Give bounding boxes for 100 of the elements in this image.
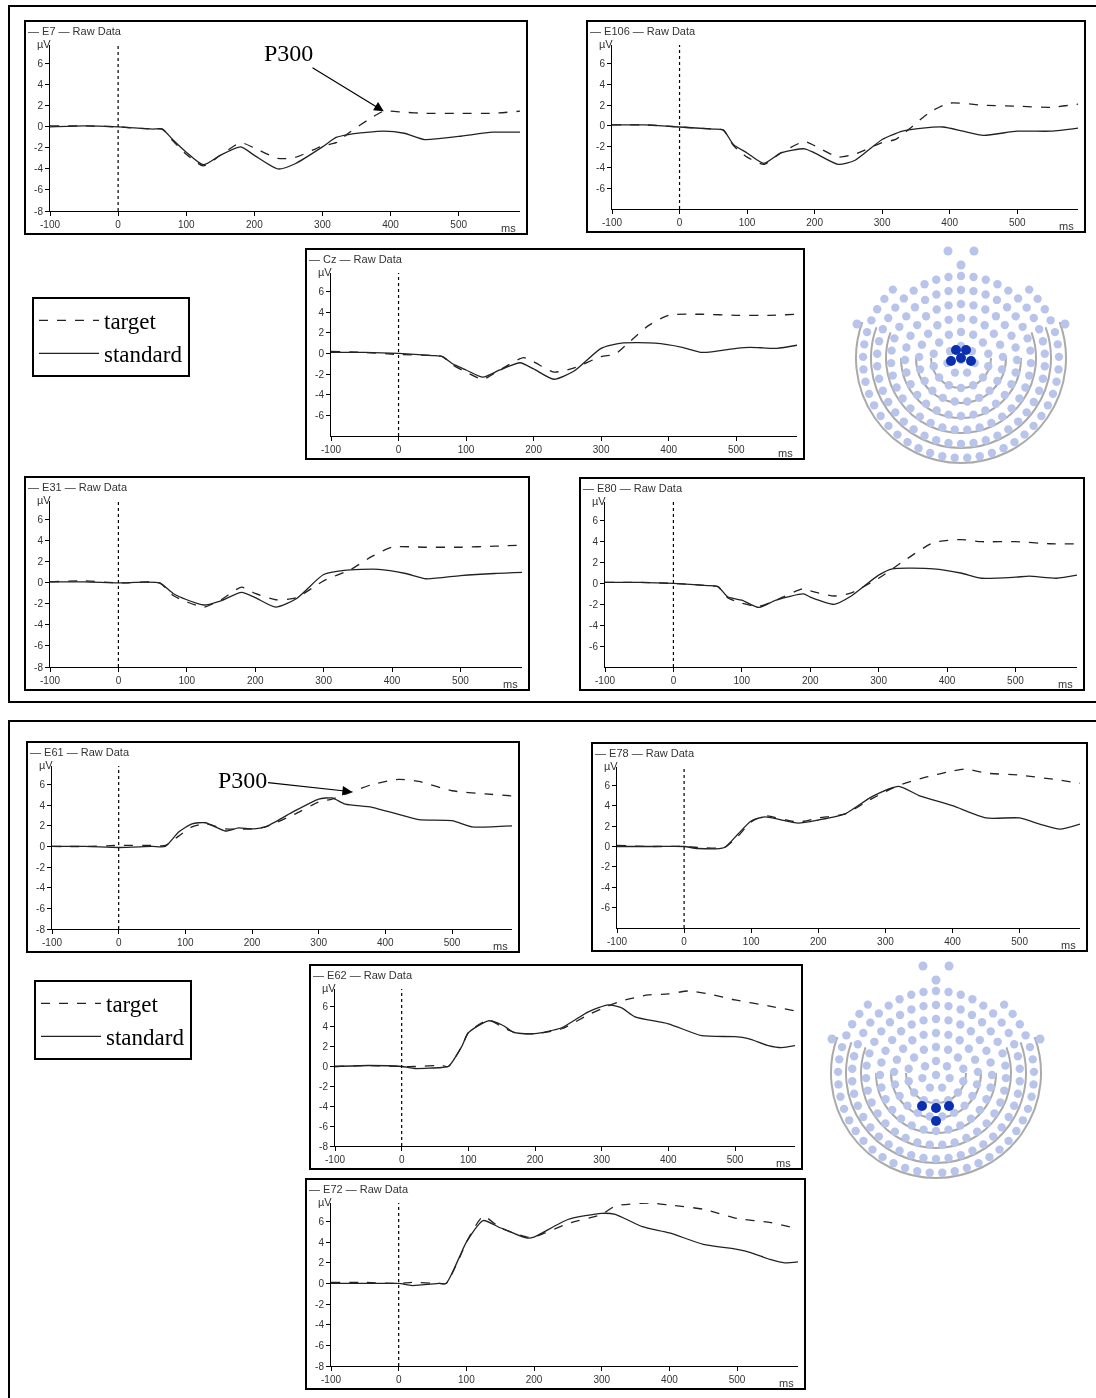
- y-tick-label: 0: [604, 840, 611, 852]
- y-tick-label: 6: [318, 286, 325, 298]
- y-tick-label: 0: [37, 121, 44, 133]
- y-tick-label: -4: [601, 881, 611, 893]
- y-tick-label: 0: [37, 577, 44, 589]
- x-tick-label: 300: [314, 219, 332, 230]
- chart-title: — E78 — Raw Data: [595, 746, 695, 759]
- y-tick-label: 4: [37, 79, 44, 91]
- x-tick-label: 500: [726, 1154, 744, 1165]
- y-tick-label: 2: [39, 820, 46, 832]
- x-axis-title: ms: [1058, 678, 1074, 690]
- x-tick-label: 0: [115, 219, 122, 230]
- x-tick-label: 200: [246, 219, 264, 230]
- x-tick-label: 500: [443, 937, 461, 948]
- y-tick-label: -6: [34, 640, 44, 652]
- x-tick-label: 300: [592, 444, 610, 455]
- x-tick-label: 300: [315, 675, 333, 686]
- y-tick-label: 0: [592, 577, 599, 589]
- y-tick-label: -6: [315, 1339, 325, 1351]
- y-tick-label: 4: [599, 78, 606, 90]
- y-tick-label: 6: [604, 779, 611, 791]
- x-tick-label: 100: [459, 1154, 478, 1165]
- x-tick-label: -100: [41, 937, 63, 948]
- y-tick-label: 2: [592, 557, 599, 569]
- x-tick-label: 500: [728, 1374, 746, 1385]
- y-tick-label: -2: [315, 1298, 325, 1310]
- x-tick-label: 400: [941, 217, 959, 228]
- chart-title: — E106 — Raw Data: [590, 24, 697, 37]
- y-axis-title: µV: [318, 266, 333, 278]
- y-tick-label: -2: [319, 1080, 329, 1092]
- y-tick-label: 4: [318, 306, 325, 318]
- y-tick-label: -4: [315, 1319, 325, 1331]
- y-tick-label: -8: [315, 1360, 325, 1372]
- y-tick-label: 6: [37, 514, 44, 526]
- x-tick-label: 300: [593, 1154, 611, 1165]
- y-tick-label: 6: [318, 1216, 325, 1228]
- y-tick-label: -2: [596, 141, 606, 153]
- chart-title: — E7 — Raw Data: [28, 24, 122, 37]
- x-tick-label: 300: [877, 936, 895, 947]
- y-tick-label: 4: [592, 536, 599, 548]
- annotation: P300: [218, 767, 268, 793]
- y-tick-label: -4: [36, 882, 46, 894]
- y-axis-title: µV: [318, 1196, 333, 1208]
- x-axis-title: ms: [1059, 220, 1075, 232]
- x-tick-label: 400: [382, 219, 400, 230]
- x-axis-title: ms: [503, 678, 519, 690]
- y-tick-label: -6: [315, 409, 325, 421]
- x-tick-label: 0: [670, 675, 677, 686]
- y-tick-label: -4: [589, 619, 599, 631]
- y-tick-label: 2: [318, 1257, 325, 1269]
- x-tick-label: 200: [806, 217, 824, 228]
- y-tick-label: 4: [39, 799, 46, 811]
- x-tick-label: 400: [383, 675, 401, 686]
- x-tick-label: 500: [452, 675, 470, 686]
- y-tick-label: -8: [319, 1140, 329, 1152]
- legend-label: standard: [106, 1025, 185, 1051]
- y-tick-label: -2: [315, 368, 325, 380]
- y-tick-label: -4: [34, 619, 44, 631]
- x-tick-label: -100: [39, 219, 61, 230]
- x-tick-label: 0: [398, 1154, 405, 1165]
- legend-label: target: [104, 309, 157, 335]
- x-tick-label: 400: [661, 1374, 679, 1385]
- x-tick-label: -100: [320, 1374, 342, 1385]
- x-tick-label: 100: [176, 937, 195, 948]
- y-tick-label: -6: [34, 184, 44, 196]
- y-tick-label: 2: [604, 820, 611, 832]
- x-tick-label: 500: [1008, 217, 1026, 228]
- x-tick-label: 400: [660, 444, 678, 455]
- y-tick-label: 4: [322, 1021, 329, 1033]
- x-tick-label: 300: [873, 217, 891, 228]
- y-tick-label: -6: [601, 902, 611, 914]
- y-tick-label: 0: [318, 1277, 325, 1289]
- y-tick-label: 0: [318, 347, 325, 359]
- x-tick-label: 100: [177, 219, 196, 230]
- y-tick-label: -2: [36, 861, 46, 873]
- x-tick-label: 200: [525, 1374, 543, 1385]
- y-tick-label: 6: [592, 515, 599, 527]
- y-tick-label: 6: [599, 58, 606, 70]
- x-tick-label: 400: [376, 937, 395, 948]
- x-tick-label: 200: [809, 936, 828, 947]
- y-tick-label: -4: [596, 161, 606, 173]
- y-tick-label: -6: [596, 182, 606, 194]
- x-tick-label: 0: [676, 217, 683, 228]
- x-tick-label: 200: [243, 937, 261, 948]
- x-tick-label: 100: [742, 936, 760, 947]
- y-axis-title: µV: [592, 495, 607, 507]
- y-tick-label: -2: [34, 598, 44, 610]
- y-tick-label: 4: [604, 800, 611, 812]
- y-tick-label: 0: [599, 120, 606, 132]
- x-tick-label: -100: [594, 675, 616, 686]
- x-tick-label: 100: [733, 675, 751, 686]
- y-tick-label: -8: [34, 205, 44, 217]
- x-axis-title: ms: [778, 447, 794, 459]
- y-tick-label: 4: [318, 1236, 325, 1248]
- y-tick-label: -4: [319, 1100, 329, 1112]
- y-axis-title: µV: [39, 759, 54, 771]
- x-axis-title: ms: [779, 1377, 795, 1389]
- y-tick-label: -8: [34, 661, 44, 673]
- x-axis-title: ms: [1061, 939, 1077, 951]
- x-tick-label: 0: [115, 675, 122, 686]
